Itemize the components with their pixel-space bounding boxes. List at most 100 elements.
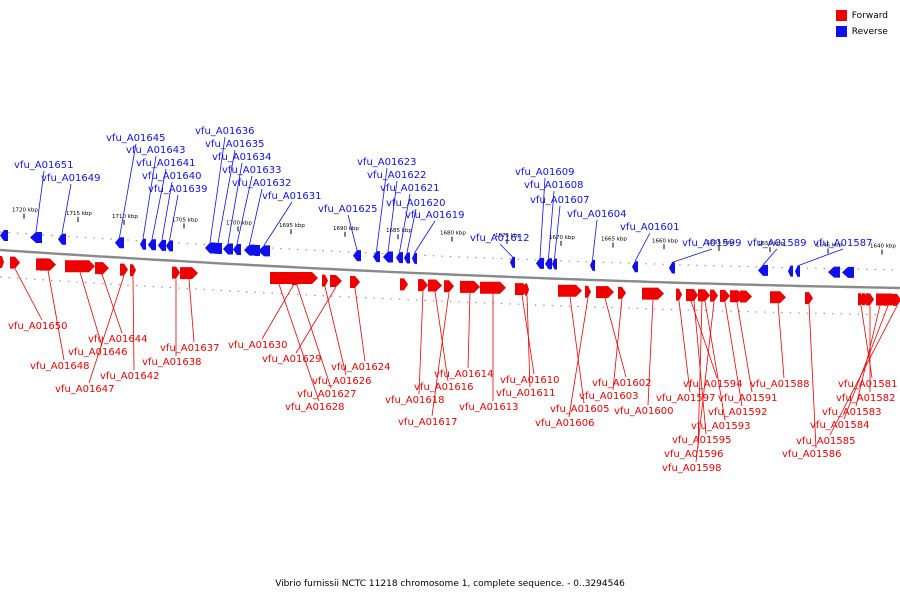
reverse-gene-label: vfu_A01651 [14, 160, 73, 171]
forward-gene-leader [418, 291, 424, 395]
tick-label: 1685 kbp [386, 228, 412, 234]
reverse-gene-arrow [166, 240, 173, 252]
reverse-gene-arrow [373, 251, 380, 263]
forward-gene-arrow [350, 276, 360, 289]
reverse-gene-arrow [258, 245, 270, 257]
reverse-gene-arrow [140, 238, 146, 250]
reverse-gene-label: vfu_A01635 [205, 139, 264, 150]
forward-gene-arrow [596, 286, 614, 299]
reverse-gene-label: vfu_A01589 [747, 238, 806, 249]
forward-gene-label: vfu_A01606 [535, 418, 594, 429]
reverse-gene-leader [671, 248, 713, 263]
forward-gene-leader [434, 291, 449, 382]
tick-label: 1695 kbp [279, 223, 305, 229]
forward-gene-label: vfu_A01630 [228, 340, 287, 351]
reverse-gene-arrow [795, 265, 800, 277]
legend: Forward Reverse [835, 8, 888, 40]
reverse-genes: vfu_A01651 vfu_A01649 vfu_A01645vfu_A01643… [0, 126, 872, 278]
reverse-gene-label: vfu_A01609 [515, 167, 574, 178]
reverse-gene-leader [61, 183, 72, 234]
legend-item-reverse: Reverse [835, 24, 888, 39]
tick-label: 1660 kbp [652, 238, 678, 244]
forward-gene-leader [647, 299, 654, 406]
forward-gene-leader [132, 276, 135, 371]
forward-gene-leader [569, 296, 585, 404]
reverse-gene-arrow [396, 252, 403, 264]
forward-gene-arrow [585, 285, 591, 298]
reverse-gene-arrow [383, 251, 393, 263]
forward-gene-arrow [172, 266, 180, 279]
reverse-gene-leader [376, 167, 388, 252]
reverse-gene-arrow [828, 266, 840, 278]
forward-gene-arrow [558, 284, 582, 297]
tick-label: 1705 kbp [172, 217, 198, 223]
forward-gene-label: vfu_A01642 [100, 371, 159, 382]
forward-gene-label: vfu_A01627 [297, 389, 356, 400]
forward-gene-arrow [740, 290, 752, 303]
forward-gene-leader [855, 305, 881, 407]
reverse-gene-arrow [404, 252, 410, 264]
forward-gene-arrow [480, 281, 506, 294]
forward-gene-leader [101, 273, 123, 334]
forward-gene-label: vfu_A01584 [810, 420, 869, 431]
forward-gene-arrow [720, 289, 730, 302]
reverse-gene-label: vfu_A01636 [195, 126, 254, 137]
reverse-gene-label: vfu_A01620 [386, 198, 445, 209]
reverse-gene-label: vfu_A01633 [222, 165, 281, 176]
forward-gene-label: vfu_A01638 [142, 357, 201, 368]
forward-gene-label: vfu_A01624 [331, 362, 390, 373]
forward-gene-leader [736, 302, 753, 393]
chromosome-backbone [0, 248, 900, 290]
forward-gene-leader [678, 300, 691, 393]
forward-gene-label: vfu_A01637 [160, 343, 219, 354]
reverse-gene-arrow [250, 244, 260, 256]
forward-gene-label: vfu_A01626 [312, 376, 371, 387]
reverse-gene-arrow [115, 237, 124, 249]
forward-gene-label: vfu_A01582 [836, 393, 895, 404]
reverse-gene-leader [414, 220, 436, 254]
reverse-gene-label: vfu_A01623 [357, 157, 416, 168]
forward-gene-arrow [418, 279, 428, 292]
reverse-gene-arrow [412, 252, 417, 264]
forward-gene-label: vfu_A01600 [614, 406, 673, 417]
reverse-gene-label: vfu_A01587 [813, 238, 872, 249]
reverse-gene-arrow [353, 250, 361, 262]
reverse-gene-leader [406, 208, 417, 253]
forward-gene-label: vfu_A01583 [822, 407, 881, 418]
reverse-gene-leader [209, 136, 226, 243]
reverse-gene-leader [35, 170, 45, 233]
forward-gene-label: vfu_A01594 [683, 379, 742, 390]
forward-gene-leader [467, 292, 471, 369]
forward-genes: vfu_A01650 vfu_A01644 vfu_A01646 vfu_A01648… [0, 256, 900, 474]
reverse-gene-arrow [148, 239, 156, 251]
forward-gene-label: vfu_A01629 [262, 354, 321, 365]
scale-lines [0, 231, 900, 316]
forward-gene-arrow [180, 267, 198, 280]
tick-label: 1720 kbp [12, 208, 38, 214]
reverse-gene-arrow [758, 264, 768, 276]
tick-label: 1645 kbp [816, 243, 842, 249]
reverse-gene-leader [797, 248, 844, 267]
forward-gene-label: vfu_A01617 [398, 417, 457, 428]
reverse-gene-leader [762, 248, 778, 266]
forward-gene-leader [431, 292, 450, 417]
tick-label: 1665 kbp [601, 237, 627, 243]
legend-swatch-forward [835, 10, 847, 21]
forward-gene-leader [188, 279, 195, 343]
forward-gene-label: vfu_A01595 [672, 435, 731, 446]
tick-label: 1690 kbp [333, 226, 359, 232]
tick-label: 1655 kbp [707, 240, 733, 246]
forward-gene-leader [697, 301, 703, 449]
forward-gene-leader [526, 295, 531, 388]
reverse-gene-arrow [0, 230, 8, 241]
forward-gene-label: vfu_A01588 [750, 379, 809, 390]
reverse-gene-label: vfu_A01641 [136, 158, 195, 169]
forward-gene-leader [612, 298, 623, 391]
forward-gene-leader [324, 286, 347, 376]
forward-gene-label: vfu_A01597 [656, 393, 715, 404]
forward-gene-arrow [65, 260, 95, 273]
forward-scale-line [0, 276, 900, 316]
reverse-gene-leader [119, 143, 137, 238]
reverse-gene-leader [227, 162, 243, 244]
forward-gene-label: vfu_A01592 [708, 407, 767, 418]
